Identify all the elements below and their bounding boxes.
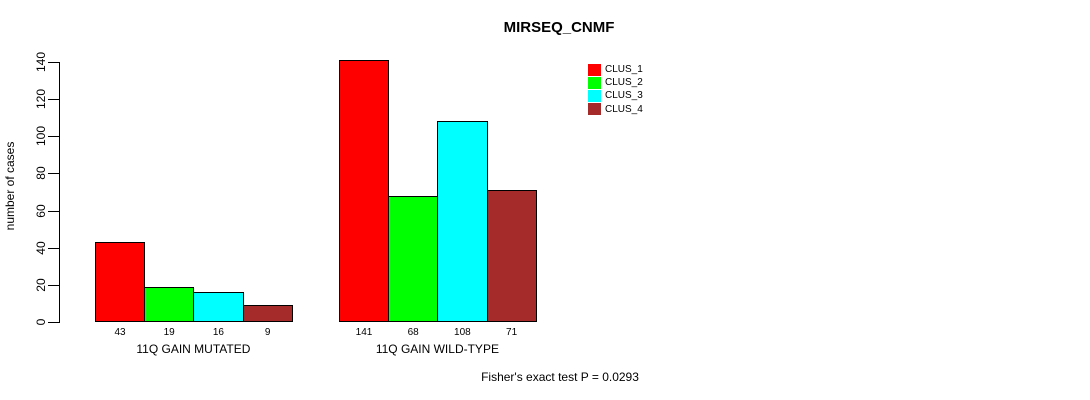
bar-value-label: 141: [355, 327, 373, 338]
y-tick: [48, 248, 59, 249]
y-tick-label: 60: [34, 204, 48, 218]
legend-swatch-clus_2: [588, 76, 601, 89]
bar-value-label: 19: [163, 327, 175, 338]
fisher-test-annotation: Fisher's exact test P = 0.0293: [481, 370, 639, 384]
x-category-label: 11Q GAIN MUTATED: [136, 342, 251, 356]
legend-swatch-clus_4: [588, 103, 601, 116]
legend-label: CLUS_4: [605, 103, 643, 115]
y-tick-label: 0: [34, 318, 48, 326]
legend-swatch-clus_1: [588, 63, 601, 76]
bar-clus_4-group2: [486, 190, 537, 322]
legend-label: CLUS_1: [605, 64, 643, 76]
chart-title: MIRSEQ_CNMF: [503, 19, 615, 36]
legend: CLUS_1 CLUS_2 CLUS_3 CLUS_4: [588, 63, 643, 116]
y-tick-label: 20: [34, 278, 48, 292]
y-tick-label: 120: [34, 88, 48, 110]
bar-value-label: 71: [506, 327, 518, 338]
y-axis-title: number of cases: [3, 141, 17, 231]
legend-row: CLUS_3: [588, 89, 643, 102]
y-tick-label: 40: [34, 241, 48, 255]
y-tick: [48, 99, 59, 100]
legend-row: CLUS_1: [588, 63, 643, 76]
bar-clus_3-group1: [193, 292, 244, 322]
legend-swatch-clus_3: [588, 89, 601, 102]
y-tick: [48, 136, 59, 137]
y-tick: [48, 62, 59, 63]
bar-clus_4-group1: [242, 305, 293, 322]
bar-clus_1-group1: [95, 242, 146, 322]
bar-value-label: 16: [212, 327, 224, 338]
y-tick-label: 80: [34, 166, 48, 180]
y-tick: [48, 211, 59, 212]
bar-value-label: 43: [114, 327, 126, 338]
legend-label: CLUS_2: [605, 77, 643, 89]
legend-row: CLUS_2: [588, 76, 643, 89]
bar-clus_1-group2: [339, 60, 390, 322]
bar-value-label: 108: [454, 327, 471, 338]
bar-value-label: 9: [264, 327, 271, 338]
y-tick: [48, 173, 59, 174]
legend-label: CLUS_3: [605, 90, 643, 102]
legend-row: CLUS_4: [588, 103, 643, 116]
bar-clus_2-group2: [388, 196, 439, 322]
bar-clus_2-group1: [144, 287, 195, 322]
y-tick-label: 100: [34, 125, 48, 147]
y-tick: [48, 322, 59, 323]
y-tick-label: 140: [34, 51, 48, 73]
bar-clus_3-group2: [437, 121, 488, 322]
x-category-label: 11Q GAIN WILD-TYPE: [375, 342, 499, 356]
y-tick: [48, 285, 59, 286]
bar-value-label: 68: [407, 327, 419, 338]
y-axis-line: [59, 62, 60, 323]
